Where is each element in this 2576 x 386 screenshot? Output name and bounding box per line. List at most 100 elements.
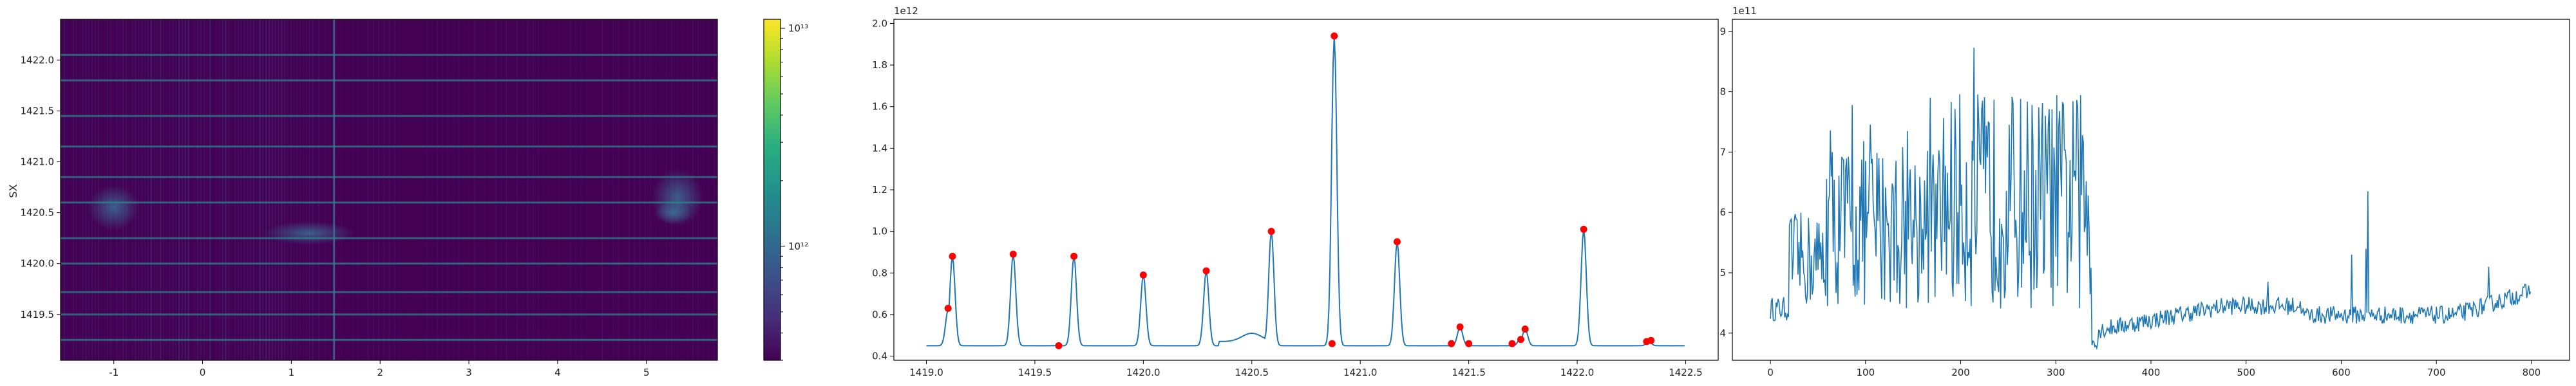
signal-line	[1770, 48, 2532, 351]
x-tick-label: -1	[109, 367, 118, 378]
heatmap-column	[272, 19, 273, 360]
heatmap-column	[426, 19, 428, 360]
colorbar-tick-label: 10¹³	[788, 23, 808, 34]
heatmap-column	[522, 19, 523, 360]
heatmap-column	[191, 19, 193, 360]
heatmap-column	[213, 19, 214, 360]
heatmap-column	[259, 19, 261, 360]
heatmap-column	[331, 19, 332, 360]
heatmap-column	[131, 19, 133, 360]
peak-marker	[1070, 252, 1078, 260]
heatmap-x-ticks: -1 0 1 2 3 4 5	[109, 360, 650, 378]
heatmap-column	[141, 19, 143, 360]
peak-marker	[1009, 250, 1017, 258]
heatmap-row	[61, 313, 717, 316]
heatmap-column	[163, 19, 164, 360]
peak-marker	[1508, 340, 1516, 347]
y-tick-label: 1421.5	[21, 105, 55, 116]
heatmap-column	[708, 19, 710, 360]
signal-offset-text: 1e11	[1732, 5, 1757, 17]
y-tick-label: 2.0	[872, 17, 887, 29]
peak-marker	[1328, 340, 1336, 347]
heatmap-column	[431, 19, 433, 360]
heatmap-column	[394, 19, 395, 360]
peak-markers	[944, 32, 1655, 349]
heatmap-column	[312, 19, 314, 360]
peaks-y-ticks: 0.4 0.6 0.8 1.0 1.2 1.4 1.6 1.8 2.0	[872, 17, 894, 362]
y-tick-label: 0.8	[872, 267, 887, 279]
x-tick-label: 1419.5	[1018, 367, 1052, 378]
peaks-offset-text: 1e12	[894, 5, 918, 17]
x-tick-label: 500	[2237, 367, 2255, 378]
heatmap-column	[506, 19, 507, 360]
heatmap-column	[500, 19, 502, 360]
x-tick-label: 100	[1856, 367, 1875, 378]
heatmap-column	[287, 19, 289, 360]
y-tick-label: 0.4	[872, 351, 887, 362]
heatmap-column	[135, 19, 137, 360]
heatmap-column	[389, 19, 390, 360]
heatmap-column	[284, 19, 285, 360]
heatmap-column	[341, 19, 342, 360]
y-tick-label: 7	[1719, 146, 1726, 158]
heatmap-column	[225, 19, 227, 360]
peaks-line-series	[926, 35, 1685, 347]
y-tick-label: 4	[1719, 327, 1726, 339]
heatmap-column	[216, 19, 217, 360]
x-tick-label: 1421.5	[1452, 367, 1486, 378]
x-tick-label: 1420.5	[1235, 367, 1269, 378]
heatmap-column	[586, 19, 587, 360]
heatmap-column	[203, 19, 205, 360]
heatmap-column	[197, 19, 198, 360]
heatmap-column	[570, 19, 571, 360]
heatmap-column	[612, 19, 614, 360]
x-tick-label: 5	[643, 367, 650, 378]
y-tick-label: 1419.5	[21, 309, 55, 320]
heatmap-column	[253, 19, 254, 360]
heatmap-column	[194, 19, 196, 360]
y-tick-label: 1420.5	[21, 207, 55, 219]
colorbar: 10¹² 10¹³	[763, 19, 808, 361]
colorbar-frame	[763, 19, 781, 361]
heatmap-column	[290, 19, 292, 360]
peaks-frame	[893, 19, 1719, 361]
peak-marker	[1202, 267, 1210, 275]
heatmap-column	[95, 19, 96, 360]
x-tick-label: 1422.5	[1669, 367, 1703, 378]
heatmap-column	[278, 19, 279, 360]
heatmap-column	[274, 19, 276, 360]
heatmap-column	[591, 19, 592, 360]
heatmap-column	[166, 19, 167, 360]
heatmap-ylabel: SX	[7, 184, 19, 198]
colorbar-gradient	[764, 19, 781, 360]
heatmap-column	[293, 19, 295, 360]
heatmap-column	[281, 19, 283, 360]
heatmap-column	[639, 19, 640, 360]
peak-marker	[1517, 336, 1524, 344]
x-tick-label: 1420.0	[1126, 367, 1160, 378]
heatmap-column	[325, 19, 326, 360]
heatmap-column	[228, 19, 230, 360]
heatmap-column	[85, 19, 87, 360]
heatmap-background	[61, 19, 717, 360]
x-tick-label: 0	[1767, 367, 1774, 378]
peak-marker	[1465, 340, 1473, 347]
x-tick-label: 400	[2142, 367, 2161, 378]
heatmap-column	[79, 19, 80, 360]
heatmap-row	[61, 262, 717, 265]
x-tick-label: 1419.0	[909, 367, 943, 378]
heatmap-row	[61, 79, 717, 82]
heatmap-column	[200, 19, 202, 360]
peak-marker	[1139, 271, 1147, 279]
heatmap-column	[73, 19, 74, 360]
heatmap-row	[61, 338, 717, 341]
y-tick-label: 5	[1719, 267, 1726, 279]
heatmap-column	[156, 19, 158, 360]
y-tick-label: 1422.0	[21, 54, 55, 66]
y-tick-label: 1420.0	[21, 258, 55, 270]
heatmap-column	[346, 19, 348, 360]
heatmap-blob	[654, 201, 693, 225]
heatmap-y-ticks: 1419.5 1420.0 1420.5 1421.0 1421.5 1422.0	[21, 54, 61, 320]
y-tick-label: 8	[1719, 86, 1726, 98]
heatmap-column	[474, 19, 475, 360]
